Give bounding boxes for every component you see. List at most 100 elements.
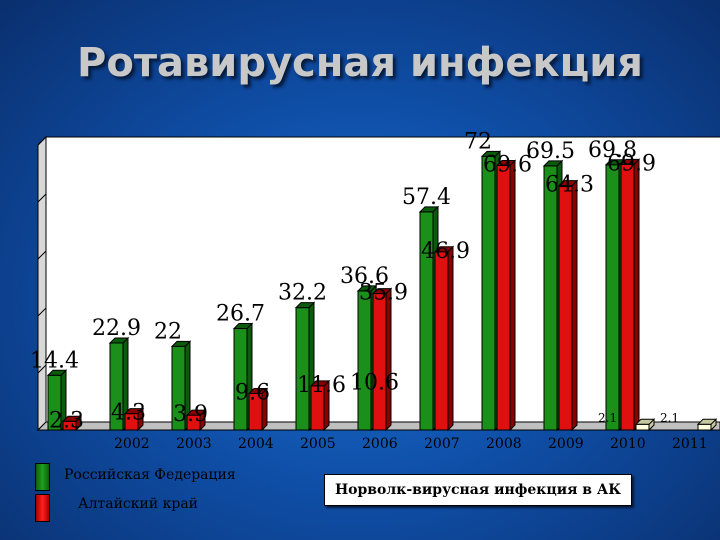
bar-ak-7-top [495,160,517,167]
x-tick-label: 2007 [424,436,460,452]
x-tick-label: 2010 [610,436,646,452]
bar-rf-9-front [605,164,620,431]
bar-rf-5-top [356,285,378,292]
data-label-ak: 69.9 [607,151,656,176]
bar-ak-7-front [496,165,511,431]
bar-ak-5 [371,287,393,432]
bar-rf-4-top [294,302,316,309]
data-label-rf: 14.4 [30,348,79,373]
data-label-rf: 69.8 [588,138,637,163]
bar-ak-0-top [61,415,83,422]
x-tick-label: 2005 [300,436,336,452]
grid-line-side [37,193,47,203]
data-label-ak: 35.9 [359,281,408,306]
grid-lines [37,136,47,374]
data-label-rf: 32.2 [278,281,327,306]
chart-title: Ротавирусная инфекция [77,40,643,86]
x-tick-label: 2006 [362,436,398,452]
bar-ak-9-side [633,158,640,432]
data-label-norovirus: 2.1 [598,411,617,425]
data-label-ak: 2.3 [49,408,84,433]
bar-ak-9-front [620,163,635,431]
bar-ak-1 [123,407,145,432]
grid-line-side [37,364,47,374]
bar-rf-8-front [543,165,558,431]
norovirus-label-box: Норволк-вирусная инфекция в АК [324,474,632,506]
bar-ak-8 [557,179,579,432]
data-label-ak: 4.3 [111,401,146,426]
bar-rf-3-front [233,328,248,431]
bar-rf-8-top [542,160,564,167]
bar-nv-9 [634,418,656,432]
bar-rf-0-top [46,369,68,376]
data-label-norovirus: 10.6 [350,371,399,396]
x-tick-label: 2008 [486,436,522,452]
bar-ak-6-front [434,251,449,431]
bar-ak-1-top [123,408,145,415]
bar-ak-2-top [185,409,207,416]
bar-rf-7-front [481,155,496,431]
bar-ak-4-top [309,380,331,387]
bar-ak-7-side [509,159,516,432]
bar-ak-9 [619,158,641,432]
x-tick-label: 2003 [176,436,212,452]
bar-nv-9-top [634,418,656,425]
x-tick-label: 2004 [238,436,274,452]
data-label-rf: 22.9 [92,316,141,341]
data-label-ak: 9.6 [235,381,270,406]
bar-nv-10 [696,418,718,432]
grid-line-side [37,250,47,260]
bar-ak-8-top [557,180,579,187]
bar-ak-2 [185,408,207,432]
legend-label-ak: Алтайский край [78,496,199,512]
data-label-norovirus: 2.1 [660,411,679,425]
bar-ak-8-side [571,179,578,432]
bar-ak-7 [495,159,517,432]
bar-nv-10-front [697,423,712,431]
plot-side-wall [37,135,47,432]
bar-rf-9-top [604,159,626,166]
data-label-ak: 69.6 [483,153,532,178]
grid-line-side [37,307,47,317]
bar-ak-3 [247,387,269,432]
bar-ak-6-side [447,245,454,432]
data-label-rf: 69.5 [526,139,575,164]
bar-nv-9-front [635,423,650,431]
bar-ak-4 [309,379,331,432]
data-labels: 14.4 2.3 22.9 4.3 22 3.9 26.7 9.6 32.2 11.6 36.635… [30,129,679,433]
x-tick-label: 2011 [672,436,708,452]
bar-rf-7-top [480,150,502,157]
bar-ak-8-front [558,185,573,431]
bar-ak-6 [433,245,455,432]
data-label-ak: 11.6 [297,373,346,398]
data-label-ak: 46.9 [421,239,470,264]
bar-rf-3-top [232,323,254,330]
bar-rf-1-top [108,337,130,344]
legend-swatch-ak [35,494,50,522]
bar-rf-4-front [295,307,310,431]
bar-nv-10-top [696,418,718,425]
data-label-rf: 26.7 [216,302,265,327]
bar-ak-5-top [371,288,393,295]
legend-swatch-rf [35,463,50,491]
bars-group [46,150,718,432]
bar-rf-4 [294,301,316,432]
bar-ak-5-side [385,287,392,432]
legend-label-rf: Российская Федерация [64,467,236,483]
x-tick-label: 2002 [114,436,150,452]
bar-ak-3-top [247,388,269,395]
bar-ak-9-top [619,158,641,165]
bar-ak-6-top [433,246,455,253]
bar-rf-2-top [170,340,192,347]
bar-rf-5-front [357,290,372,431]
data-label-rf: 36.6 [340,264,389,289]
bar-rf-0 [46,369,68,432]
x-tick-label: 2009 [548,436,584,452]
data-label-ak: 64.3 [545,173,594,198]
bar-ak-5-front [372,293,387,431]
grid-line-side [37,136,47,146]
bar-ak-0 [61,415,83,432]
data-label-rf: 57.4 [402,185,451,210]
data-label-rf: 22 [154,319,182,344]
